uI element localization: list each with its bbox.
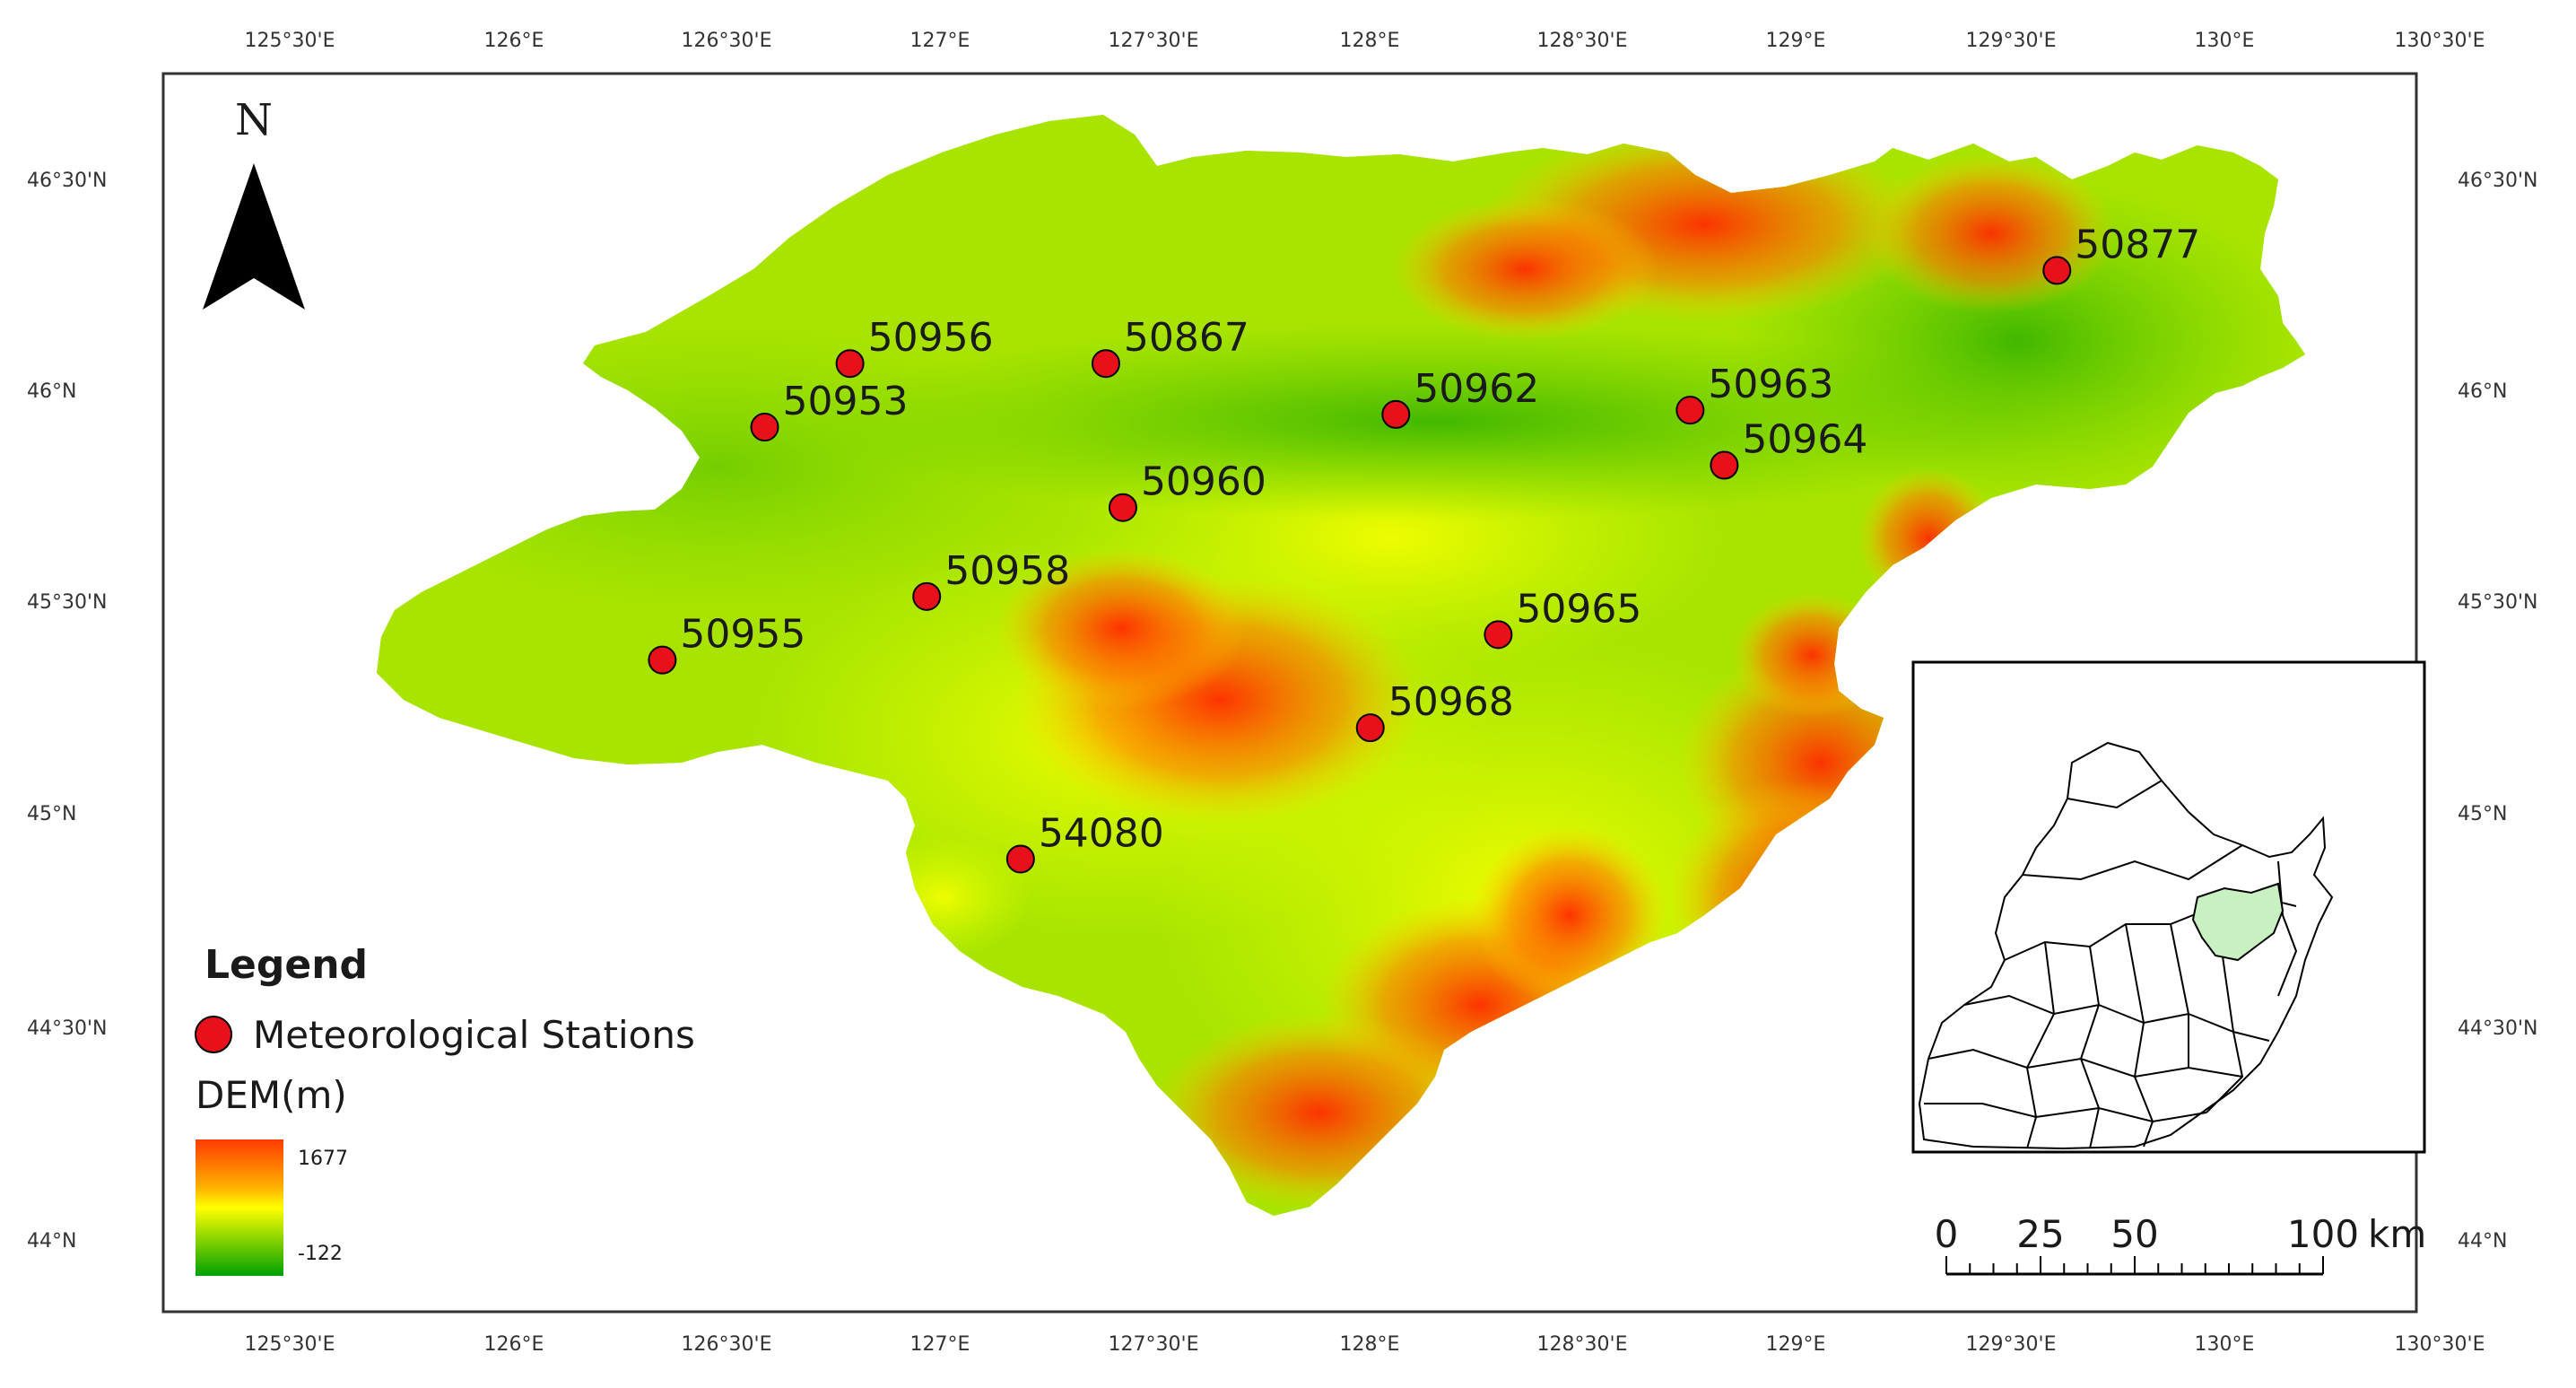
right-lat-label: 44°30'N	[2458, 1017, 2538, 1040]
left-lat-label: 45°30'N	[27, 591, 108, 614]
bottom-lon-label: 129°30'E	[1966, 1333, 2057, 1356]
station-label: 50958	[944, 548, 1070, 594]
station-marker	[750, 413, 779, 442]
station-label: 54080	[1039, 810, 1164, 856]
scale-label-50: 50	[2110, 1212, 2158, 1256]
station-label: 50953	[783, 379, 909, 424]
left-lat-label: 44°N	[27, 1230, 76, 1253]
legend-dem-max: 1677	[298, 1148, 348, 1170]
station-label: 50968	[1388, 679, 1514, 725]
bottom-lon-label: 130°30'E	[2395, 1333, 2485, 1356]
station-label: 50867	[1124, 315, 1249, 361]
bottom-lon-label: 125°30'E	[245, 1333, 335, 1356]
station-label: 50956	[868, 315, 994, 361]
right-lat-label: 45°N	[2458, 803, 2507, 825]
station-layer: 50877 50956 50867 50953 50962 50963 50964 50960…	[648, 222, 2200, 874]
scale-label-0: 0	[1935, 1212, 1959, 1256]
scale-unit: km	[2368, 1212, 2426, 1256]
station-marker	[1710, 450, 1739, 480]
top-lon-label: 130°30'E	[2395, 30, 2485, 52]
legend-dem-label: DEM(m)	[196, 1073, 347, 1117]
station-marker	[835, 349, 865, 379]
bottom-lon-label: 127°E	[910, 1333, 970, 1356]
inset-study-area-highlight	[2191, 882, 2284, 962]
station-marker	[912, 581, 942, 611]
station-label: 50965	[1516, 586, 1641, 632]
bottom-lon-label: 129°E	[1766, 1333, 1826, 1356]
station-label: 50960	[1141, 459, 1266, 505]
top-lon-label: 128°30'E	[1537, 30, 1628, 52]
scale-label-100: 100	[2287, 1212, 2359, 1256]
top-lon-label: 128°E	[1340, 30, 1400, 52]
left-lat-label: 45°N	[27, 803, 76, 825]
bottom-lon-label: 128°30'E	[1537, 1333, 1628, 1356]
station-marker	[1005, 844, 1035, 874]
legend-title: Legend	[205, 942, 368, 988]
station-label: 50962	[1414, 366, 1539, 412]
bottom-lon-label: 127°30'E	[1109, 1333, 1199, 1356]
station-marker	[1381, 399, 1411, 429]
legend-stations-label: Meteorological Stations	[253, 1013, 695, 1057]
left-lat-label: 46°N	[27, 380, 76, 403]
right-lat-label: 44°N	[2458, 1230, 2507, 1253]
station-label: 50877	[2075, 222, 2200, 267]
station-marker	[2042, 256, 2072, 285]
inset-province-lines	[1924, 780, 2298, 1149]
legend-dem-min: -122	[298, 1243, 343, 1265]
bottom-lon-label: 130°E	[2195, 1333, 2255, 1356]
station-marker	[648, 645, 677, 675]
north-label: N	[235, 95, 273, 145]
station-marker	[1091, 349, 1120, 379]
scale-bar: 0 25 50 100 km	[1935, 1212, 2426, 1276]
north-arrow-icon	[203, 163, 305, 310]
inset-northeast-china-outline	[1918, 741, 2334, 1150]
top-lon-label: 125°30'E	[245, 30, 335, 52]
station-marker	[1675, 396, 1705, 425]
station-label: 50963	[1708, 362, 1833, 407]
legend-station-symbol	[195, 1016, 232, 1053]
station-marker	[1484, 620, 1513, 650]
right-lat-label: 45°30'N	[2458, 591, 2538, 614]
right-lat-label: 46°30'N	[2458, 170, 2538, 192]
legend-dem-ramp	[196, 1139, 283, 1276]
right-lat-label: 46°N	[2458, 380, 2507, 403]
left-lat-label: 46°30'N	[27, 170, 108, 192]
top-lon-label: 129°E	[1766, 30, 1826, 52]
left-lat-label: 44°30'N	[27, 1017, 108, 1040]
top-lon-label: 129°30'E	[1966, 30, 2057, 52]
top-lon-label: 127°E	[910, 30, 970, 52]
scale-bar-ticks	[1945, 1256, 2324, 1274]
station-label: 50955	[680, 612, 805, 658]
inset-map	[1911, 660, 2426, 1154]
north-arrow: N	[203, 95, 305, 310]
top-lon-label: 126°30'E	[682, 30, 772, 52]
bottom-lon-label: 126°E	[484, 1333, 544, 1356]
top-lon-label: 130°E	[2195, 30, 2255, 52]
station-label: 50964	[1742, 417, 1867, 463]
bottom-lon-label: 128°E	[1340, 1333, 1400, 1356]
top-lon-label: 126°E	[484, 30, 544, 52]
station-marker	[1108, 493, 1137, 522]
top-lon-label: 127°30'E	[1109, 30, 1199, 52]
station-marker	[1355, 713, 1385, 743]
bottom-lon-label: 126°30'E	[682, 1333, 772, 1356]
scale-label-25: 25	[2016, 1212, 2064, 1256]
graticule-labels: 125°30'E 126°E 126°30'E 127°E 127°30'E 128°E 1…	[27, 30, 2538, 1356]
legend: Legend Meteorological Stations DEM(m) 16…	[195, 942, 695, 1276]
